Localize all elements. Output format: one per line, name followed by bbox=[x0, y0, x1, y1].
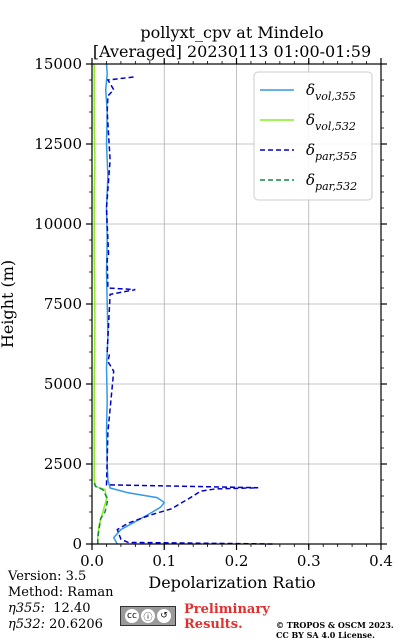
axis-ticks: 0.0 0.1 0.2 0.3 0.4 0 2500 5000 7500 10000 12500 15… bbox=[34, 55, 393, 570]
chart-title-line2: [Averaged] 20230113 01:00-01:59 bbox=[93, 42, 371, 61]
series-line-0 bbox=[104, 63, 166, 545]
y-tick-label: 10000 bbox=[34, 215, 82, 233]
chart-title-line1: pollyxt_cpv at Mindelo bbox=[140, 23, 323, 42]
legend-label-base: δ bbox=[306, 111, 315, 129]
copyright-line1: © TROPOS & OSCM 2023. bbox=[276, 620, 394, 630]
y-tick-label: 12500 bbox=[34, 135, 82, 153]
version-text: Version: 3.5 bbox=[8, 569, 87, 584]
eta532-value: 20.6206 bbox=[49, 617, 103, 632]
y-tick-label: 2500 bbox=[44, 455, 82, 473]
preliminary-notice: Preliminary Results. bbox=[184, 602, 270, 632]
legend-label-3: δpar,532 bbox=[306, 171, 357, 193]
legend-label-1: δvol,532 bbox=[306, 111, 356, 133]
y-axis-label: Height (m) bbox=[0, 260, 17, 348]
preliminary-line1: Preliminary bbox=[184, 602, 270, 617]
x-tick-label: 0.3 bbox=[297, 552, 321, 570]
y-tick-label: 0 bbox=[72, 535, 82, 553]
cc-icon: cc bbox=[125, 609, 139, 623]
by-icon: ⓘ bbox=[141, 609, 155, 623]
series-layer bbox=[93, 63, 273, 545]
x-tick-label: 0.0 bbox=[80, 552, 104, 570]
x-axis-label: Depolarization Ratio bbox=[148, 573, 315, 592]
legend-label-base: δ bbox=[306, 171, 315, 189]
eta532-row: η532: 20.6206 bbox=[8, 617, 114, 633]
preliminary-line2: Results. bbox=[184, 617, 243, 632]
sa-icon: ↺ bbox=[157, 609, 171, 623]
series-line-1 bbox=[93, 64, 108, 544]
legend-box bbox=[253, 71, 373, 201]
legend-label-base: δ bbox=[306, 141, 315, 159]
copyright-notice: © TROPOS & OSCM 2023. CC BY SA 4.0 Licen… bbox=[276, 620, 394, 640]
cc-license-badge: cc ⓘ ↺ bbox=[120, 606, 176, 626]
y-tick-label: 5000 bbox=[44, 375, 82, 393]
footer-info: Version: 3.5 Method: Raman η355: 12.40 η… bbox=[8, 569, 114, 633]
method-text: Method: Raman bbox=[8, 585, 114, 600]
series-line-3 bbox=[93, 482, 109, 544]
legend-label-sub: vol,355 bbox=[315, 90, 356, 103]
legend-label-0: δvol,355 bbox=[306, 81, 356, 103]
series-line-2 bbox=[105, 76, 273, 545]
legend-label-base: δ bbox=[306, 81, 315, 99]
x-tick-label: 0.1 bbox=[152, 552, 176, 570]
y-tick-label: 7500 bbox=[44, 295, 82, 313]
eta355-label: η355: bbox=[8, 601, 45, 616]
legend-label-sub: par,532 bbox=[315, 180, 357, 193]
eta355-value: 12.40 bbox=[53, 601, 91, 616]
legend-label-2: δpar,355 bbox=[306, 141, 357, 163]
legend-label-sub: par,355 bbox=[315, 150, 357, 163]
copyright-line2: CC BY SA 4.0 License. bbox=[276, 630, 375, 640]
eta355-row: η355: 12.40 bbox=[8, 601, 114, 617]
eta532-label: η532: bbox=[8, 617, 45, 632]
x-tick-label: 0.4 bbox=[369, 552, 393, 570]
x-tick-label: 0.2 bbox=[225, 552, 249, 570]
y-tick-label: 15000 bbox=[34, 55, 82, 73]
legend-label-sub: vol,532 bbox=[315, 120, 356, 133]
